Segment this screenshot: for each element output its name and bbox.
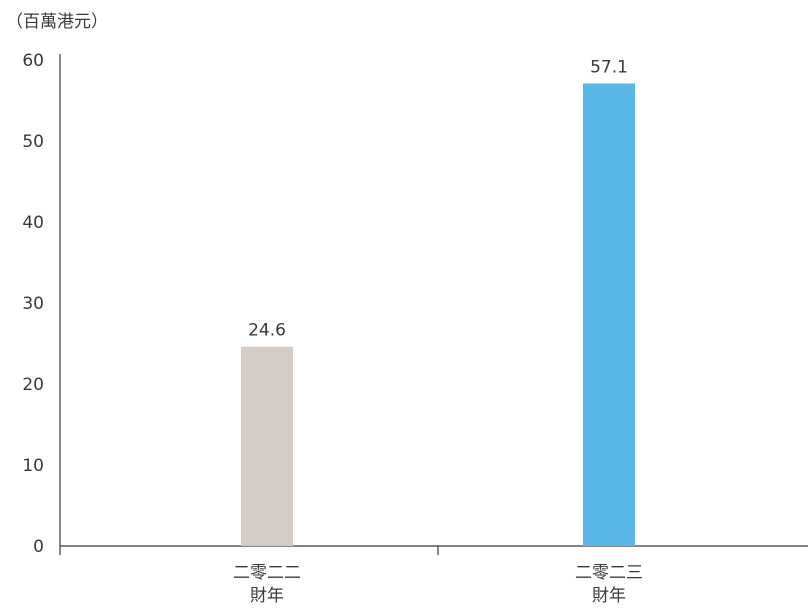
bar [583, 83, 635, 547]
y-tick-label: 60 [22, 51, 44, 71]
unit-label: （百萬港元） [6, 12, 108, 32]
bars [241, 83, 635, 547]
y-tick-label: 40 [22, 213, 44, 233]
y-axis: 0 10 20 30 40 50 60 [22, 51, 61, 557]
y-tick-label: 30 [22, 294, 44, 314]
x-category-label: 二零二三 [575, 563, 643, 583]
bar-value-label: 24.6 [248, 321, 286, 341]
x-category-label: 財年 [250, 586, 284, 606]
y-tick-label: 50 [22, 132, 44, 152]
y-tick-label: 10 [22, 456, 44, 476]
x-category-label: 財年 [592, 586, 626, 606]
x-category-label: 二零二二 [233, 563, 301, 583]
bar [241, 346, 293, 546]
y-tick-label: 20 [22, 375, 44, 395]
bar-value-label: 57.1 [590, 57, 628, 77]
value-labels: 24.6 57.1 [248, 57, 628, 340]
x-axis [59, 545, 808, 555]
y-tick-label: 0 [33, 537, 44, 557]
